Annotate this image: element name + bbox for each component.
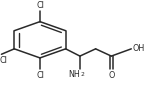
Text: Cl: Cl [36, 71, 44, 80]
Text: NH: NH [68, 70, 80, 79]
Text: OH: OH [133, 44, 145, 53]
Text: Cl: Cl [36, 1, 44, 10]
Text: O: O [108, 71, 115, 80]
Text: 2: 2 [81, 72, 85, 77]
Text: Cl: Cl [0, 56, 8, 65]
